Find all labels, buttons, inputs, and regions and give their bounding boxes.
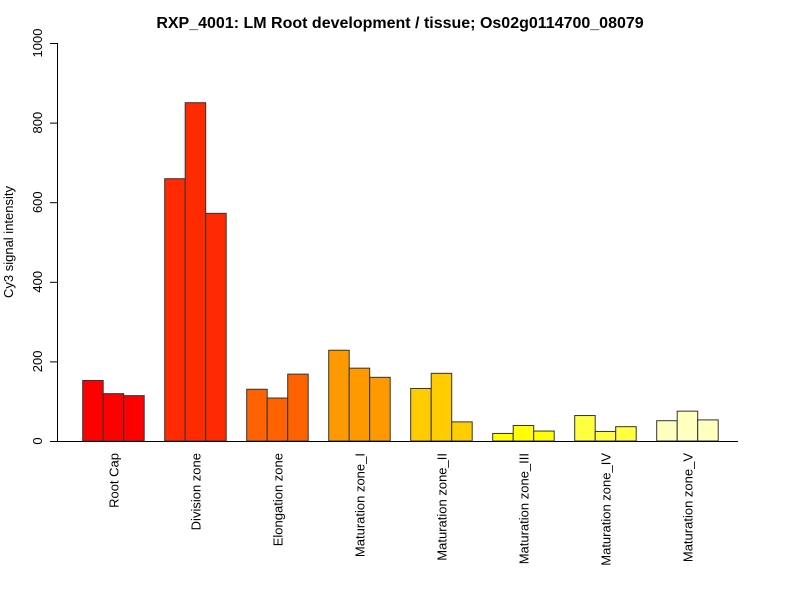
y-tick-label: 400 (30, 271, 45, 293)
bar (594, 430, 617, 442)
bar (184, 102, 207, 442)
x-category-label: Maturation zone_IV (598, 453, 613, 566)
bar (266, 397, 289, 442)
bar (102, 393, 125, 442)
bar (492, 432, 514, 442)
chart-title: RXP_4001: LM Root development / tissue; … (156, 15, 643, 32)
bars (82, 102, 719, 442)
x-category-label: Maturation zone_I (352, 453, 367, 557)
bar (369, 376, 391, 442)
bar (451, 421, 473, 442)
x-category-label: Division zone (188, 453, 203, 530)
bar (328, 349, 350, 442)
bar (246, 388, 268, 442)
bar (676, 410, 699, 442)
y-axis: 0 200 400 600 800 1000 (30, 29, 58, 445)
x-category-label: Root Cap (106, 453, 121, 508)
category-labels: Root Cap Division zone Elongation zone Matu… (106, 453, 695, 566)
bar (533, 430, 555, 442)
bar (430, 372, 453, 442)
y-tick-label: 200 (30, 351, 45, 373)
bar (697, 419, 719, 442)
bar (512, 424, 535, 442)
bar (82, 380, 104, 442)
bar (656, 420, 678, 442)
y-tick-label: 600 (30, 191, 45, 213)
y-tick-label: 800 (30, 112, 45, 134)
x-category-label: Maturation zone_III (516, 453, 531, 564)
bar (205, 212, 227, 442)
x-category-label: Maturation zone_II (434, 453, 449, 561)
y-axis-label: Cy3 signal intensity (1, 186, 16, 298)
bar (348, 367, 371, 442)
y-tick-label: 0 (30, 437, 45, 444)
bar (615, 426, 637, 442)
x-category-label: Elongation zone (270, 453, 285, 546)
y-tick-label: 1000 (30, 29, 45, 58)
bar (574, 415, 596, 442)
x-category-label: Maturation zone_V (680, 453, 695, 562)
bar (123, 395, 145, 442)
bar (164, 178, 186, 442)
bar (287, 373, 309, 442)
bar (410, 387, 432, 442)
